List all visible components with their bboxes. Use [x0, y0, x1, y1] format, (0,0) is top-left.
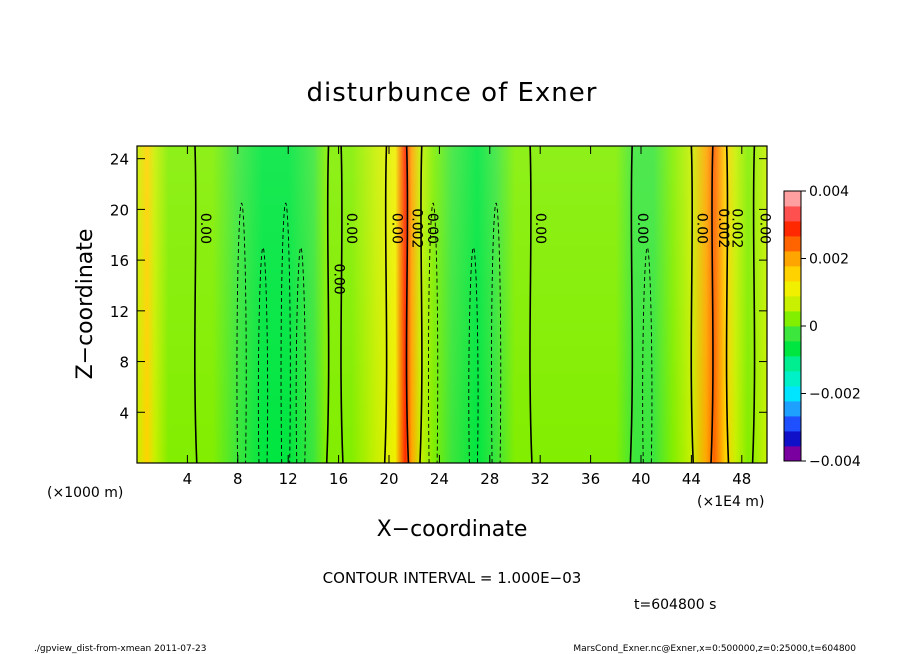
contour-line-solid	[690, 146, 694, 463]
colorbar-segment	[784, 356, 801, 372]
colorbar-segment	[784, 206, 801, 222]
x-tick-label: 16	[329, 470, 348, 488]
colorbar-tick-label: −0.004	[809, 454, 861, 470]
x-tick-label: 32	[531, 470, 550, 488]
contour-label: 0.00	[532, 213, 548, 244]
colorbar-segment	[784, 251, 801, 267]
contour-line-solid	[751, 146, 756, 463]
colorbar-segment	[784, 236, 801, 252]
contour-line-dashed	[280, 202, 291, 463]
x-scale-label: (×1E4 m)	[697, 494, 764, 510]
contour-line-solid	[419, 146, 423, 463]
contour-line-dashed	[642, 246, 653, 463]
colorbar-tick-label: 0.004	[809, 184, 849, 200]
colorbar-tick-label: 0.002	[809, 252, 849, 268]
y-tick-label: 4	[119, 404, 129, 422]
plot-area: 0.000.000.00 0.00 0.002 0.00 0.00 0.00 0.00 0.0…	[110, 145, 772, 488]
contour-line-dashed	[491, 202, 502, 463]
colorbar-segment	[784, 191, 801, 207]
contour-line-dashed	[257, 246, 269, 463]
x-tick-label: 8	[233, 470, 243, 488]
contour-line-solid	[194, 146, 198, 463]
colorbar-segment	[784, 221, 801, 237]
contour-line-solid	[325, 146, 330, 463]
colorbar-segment	[784, 416, 801, 432]
x-tick-label: 24	[430, 470, 449, 488]
contour-line-dashed	[428, 202, 439, 463]
contour-label: 0.00	[424, 213, 440, 244]
x-tick-label: 20	[379, 470, 398, 488]
contour-interval-label: CONTOUR INTERVAL = 1.000E−03	[323, 569, 582, 587]
contour-label: 0.00	[693, 213, 709, 244]
contour-label: 0.002	[715, 208, 731, 248]
contour-label: 0.00	[197, 213, 213, 244]
footer-right-label: MarsCond_Exner.nc@Exner,x=0:500000,z=0:2…	[573, 644, 856, 654]
colorbar-segment	[784, 311, 801, 327]
colorbar-segment	[784, 296, 801, 312]
contour-label-layer: 0.000.000.00 0.00 0.002 0.00 0.00 0.00 0.00 0.0…	[197, 208, 772, 294]
colorbar-segment	[784, 446, 801, 462]
x-tick-label: 28	[480, 470, 499, 488]
colorbar-segment	[784, 386, 801, 402]
colorbar-segment	[784, 341, 801, 357]
contour-label: 0.002	[729, 208, 745, 248]
colorbar: 0.004 0.002 0 −0.002 −0.004	[783, 184, 861, 470]
y-tick-label: 16	[110, 252, 129, 270]
contour-label: 0.00	[634, 213, 650, 244]
contour-label: 0.00	[331, 264, 347, 295]
colorbar-segment	[784, 371, 801, 387]
colorbar-segment	[784, 401, 801, 417]
contour-line-solid	[383, 146, 388, 463]
contour-line-dashed	[468, 246, 479, 463]
heatmap-vertical-shading	[137, 146, 767, 463]
x-axis-label: X−coordinate	[377, 517, 528, 542]
contour-line-solid	[725, 146, 730, 463]
y-tick-label: 12	[110, 303, 129, 321]
colorbar-segment	[784, 281, 801, 297]
y-tick-label: 24	[110, 151, 129, 169]
contour-label: 0.00	[388, 213, 404, 244]
footer-left-label: ./gpview_dist-from-xmean 2011-07-23	[34, 644, 206, 654]
x-tick-label: 12	[279, 470, 298, 488]
x-tick-label: 40	[631, 470, 650, 488]
contour-line-solid	[340, 146, 344, 463]
x-tick-label: 48	[732, 470, 751, 488]
contour-line-solid	[405, 146, 410, 463]
x-tick-label: 4	[183, 470, 193, 488]
x-axis-ticks: 4 8 12 16 20 24 28 32 36 40 44 48	[183, 146, 751, 488]
y-tick-label: 20	[110, 201, 129, 219]
contour-label: 0.002	[409, 208, 425, 248]
x-tick-label: 36	[581, 470, 600, 488]
contour-layer	[194, 146, 756, 463]
contour-label: 0.00	[343, 213, 359, 244]
colorbar-tick-label: 0	[809, 319, 818, 335]
y-axis-ticks: 4 8 12 16 20 24	[110, 151, 767, 422]
contour-line-solid	[629, 146, 634, 463]
x-tick-label: 44	[682, 470, 701, 488]
time-label: t=604800 s	[634, 597, 716, 613]
y-axis-label: Z−coordinate	[73, 229, 98, 380]
contour-label: 0.00	[756, 213, 772, 244]
x-unit-label: (×1000 m)	[47, 485, 123, 501]
contour-line-dashed	[295, 246, 306, 463]
colorbar-segment	[784, 326, 801, 342]
colorbar-segment	[784, 431, 801, 447]
chart-title: disturbunce of Exner	[307, 78, 598, 108]
contour-line-dashed	[236, 202, 247, 463]
colorbar-segment	[784, 266, 801, 282]
contour-line-solid	[710, 146, 714, 463]
contour-line-solid	[529, 146, 533, 463]
y-tick-label: 8	[119, 354, 129, 372]
colorbar-tick-label: −0.002	[809, 387, 861, 403]
plot-frame	[136, 145, 768, 464]
